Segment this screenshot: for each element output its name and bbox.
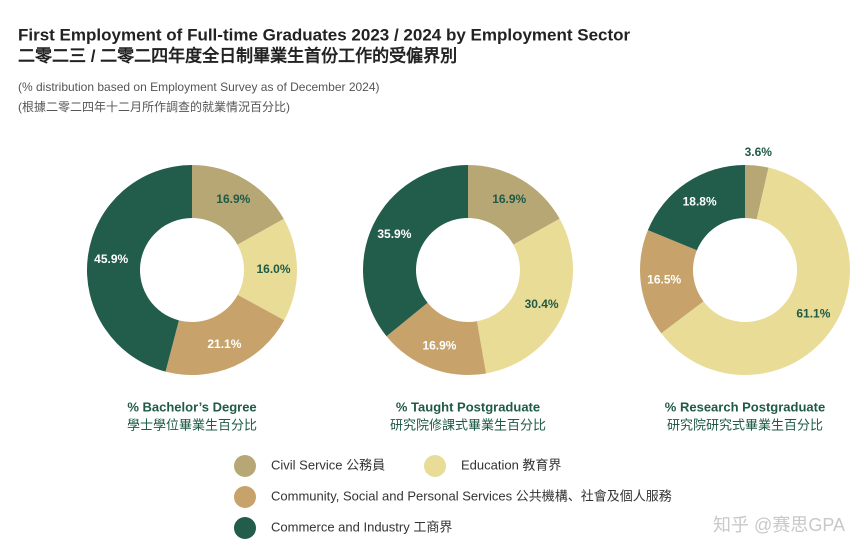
legend-swatch [424, 455, 446, 477]
legend-swatch [234, 455, 256, 477]
legend-label: Community, Social and Personal Services … [271, 488, 672, 503]
value-label: 35.9% [377, 227, 411, 241]
page-note-zh: (根據二零二四年十二月所作調查的就業情況百分比) [18, 99, 290, 114]
donut-segment [745, 165, 769, 220]
value-label: 3.6% [745, 145, 773, 159]
value-label: 21.1% [207, 337, 241, 351]
page-title: First Employment of Full-time Graduates … [18, 25, 631, 44]
page-title-zh: 二零二三 / 二零二四年度全日制畢業生首份工作的受僱界別 [18, 45, 457, 65]
chart-subtitle: 研究院修課式畢業生百分比 [390, 417, 546, 432]
legend-swatch [234, 517, 256, 539]
value-label: 16.9% [216, 192, 250, 206]
donut-segment [386, 302, 487, 375]
value-label: 16.5% [647, 273, 681, 287]
legend-label: Civil Service 公務員 [271, 457, 385, 472]
legend-swatch [234, 486, 256, 508]
value-label: 30.4% [525, 297, 559, 311]
chart-subtitle: 學士學位畢業生百分比 [127, 417, 257, 432]
value-label: 16.0% [256, 262, 290, 276]
value-label: 45.9% [94, 252, 128, 266]
legend-label: Commerce and Industry 工商界 [271, 519, 452, 534]
donut-segment [640, 230, 704, 334]
donut-segment [165, 294, 285, 375]
donut-segment [363, 165, 468, 337]
value-label: 16.9% [492, 192, 526, 206]
chart-subtitle: 研究院研究式畢業生百分比 [667, 417, 823, 432]
donut-segment [86, 165, 192, 372]
value-label: 18.8% [683, 194, 717, 208]
chart-title: % Taught Postgraduate [396, 399, 540, 414]
donut-segment [468, 165, 560, 245]
chart-title: % Bachelor’s Degree [127, 399, 256, 414]
page-note: (% distribution based on Employment Surv… [18, 80, 380, 94]
donut-segment [647, 165, 745, 251]
value-label: 16.9% [422, 339, 456, 353]
donut-segment [237, 218, 297, 321]
legend-label: Education 教育界 [461, 457, 561, 472]
donut-segment [661, 167, 850, 375]
donut-segment [476, 218, 573, 374]
value-label: 61.1% [796, 306, 830, 320]
chart-title: % Research Postgraduate [665, 399, 825, 414]
watermark: 知乎 @赛思GPA [713, 515, 845, 535]
donut-segment [192, 165, 284, 245]
